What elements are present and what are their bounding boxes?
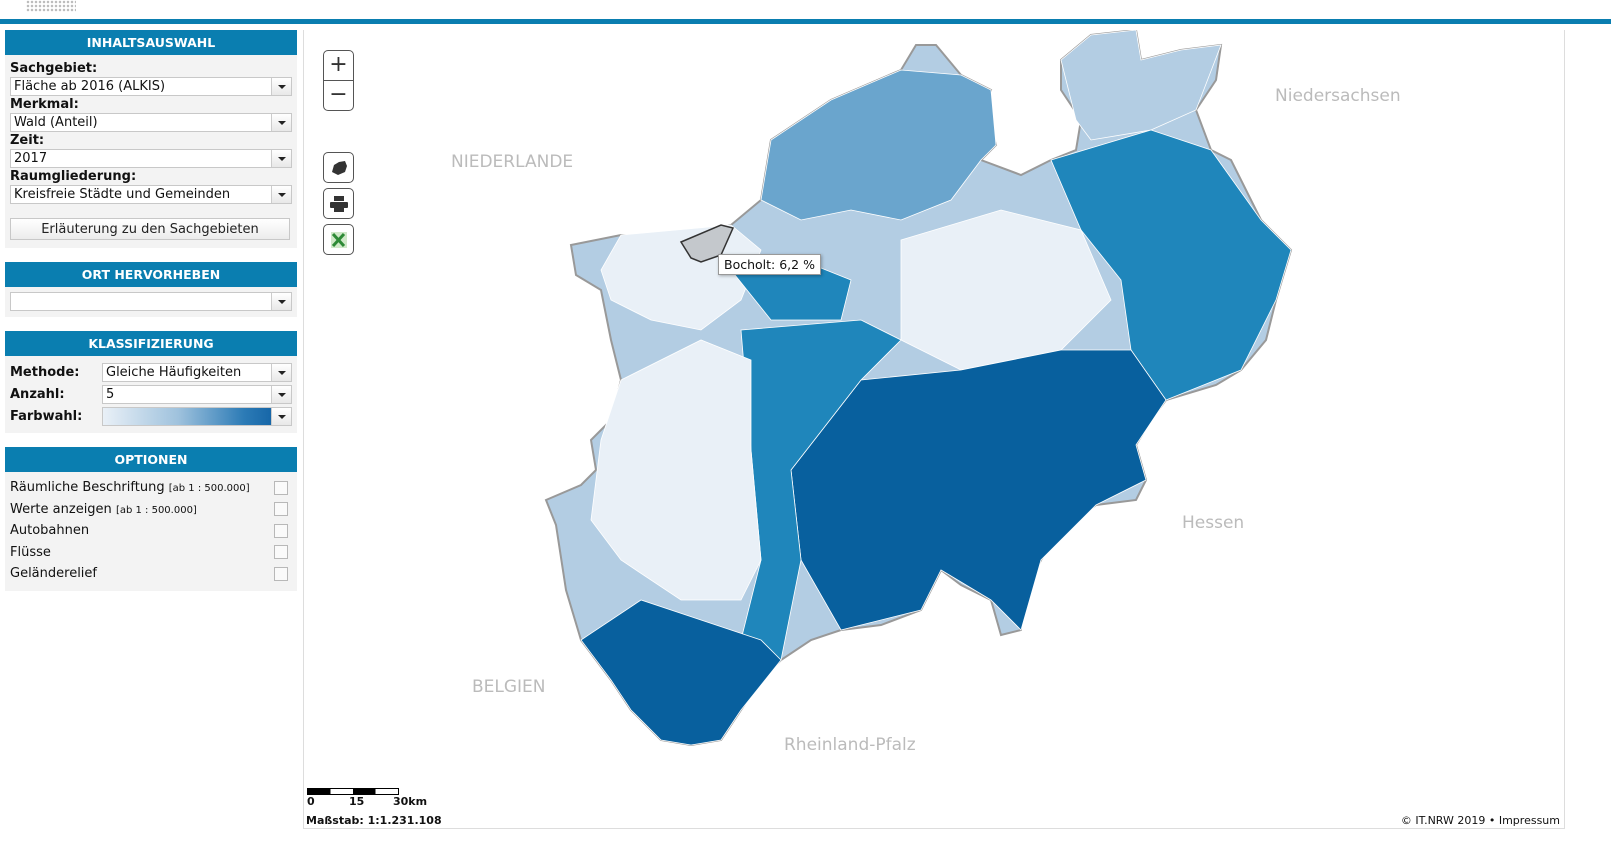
panel-klassifizierung: KLASSIFIZIERUNG Methode: Gleiche Häufigke…: [5, 331, 297, 433]
chevron-down-icon[interactable]: [271, 363, 291, 381]
region-eifel[interactable]: [580, 599, 782, 746]
scale-text: Maßstab: 1:1.231.108: [306, 814, 442, 827]
option-checkbox[interactable]: [274, 523, 288, 538]
region-north[interactable]: [760, 69, 997, 221]
choropleth-map[interactable]: [304, 30, 1566, 829]
panel-title: OPTIONEN: [5, 447, 297, 472]
chevron-down-icon[interactable]: [271, 385, 291, 403]
chevron-down-icon[interactable]: [271, 150, 291, 167]
methode-select[interactable]: Gleiche Häufigkeiten: [102, 362, 292, 382]
option-checkbox[interactable]: [274, 502, 288, 517]
option-label: Geländerelief: [10, 566, 97, 582]
farbwahl-select[interactable]: [102, 406, 292, 426]
methode-value: Gleiche Häufigkeiten: [106, 364, 242, 380]
logo: [26, 0, 76, 12]
region-minden[interactable]: [1060, 30, 1222, 141]
erlaeuterung-button[interactable]: Erläuterung zu den Sachgebieten: [10, 218, 290, 240]
option-0: Räumliche Beschriftung [ab 1 : 500.000]: [10, 477, 292, 499]
ort-select[interactable]: [10, 292, 292, 311]
panel-inhaltsauswahl: INHALTSAUSWAHL Sachgebiet: Fläche ab 201…: [5, 30, 297, 248]
option-3: Flüsse: [10, 542, 292, 564]
region-niederrhein[interactable]: [590, 339, 762, 601]
panel-title: ORT HERVORHEBEN: [5, 262, 297, 287]
panel-title: KLASSIFIZIERUNG: [5, 331, 297, 356]
raumgliederung-select[interactable]: Kreisfreie Städte und Gemeinden: [10, 185, 292, 204]
merkmal-label: Merkmal:: [10, 97, 79, 112]
scale-tick: 30km: [393, 795, 428, 808]
chevron-down-icon[interactable]: [271, 78, 291, 95]
region-soest[interactable]: [900, 209, 1112, 371]
region-ostwestfalen[interactable]: [1050, 129, 1292, 401]
region-sauerland[interactable]: [790, 349, 1167, 631]
label-niedersachsen: Niedersachsen: [1275, 86, 1401, 106]
zoom-out-button[interactable]: −: [329, 81, 348, 107]
option-label: Autobahnen: [10, 523, 90, 539]
zeit-label: Zeit:: [10, 133, 45, 148]
chevron-down-icon[interactable]: [271, 293, 291, 310]
option-label: Flüsse: [10, 544, 51, 560]
sidebar: INHALTSAUSWAHL Sachgebiet: Fläche ab 201…: [5, 30, 297, 605]
anzahl-value: 5: [106, 386, 115, 402]
sachgebiet-label: Sachgebiet:: [10, 61, 98, 76]
excel-export-button[interactable]: [323, 224, 354, 255]
raumgliederung-label: Raumgliederung:: [10, 169, 137, 184]
map-tooltip: Bocholt: 6,2 %: [718, 254, 821, 275]
option-checkbox[interactable]: [274, 566, 288, 581]
anzahl-select[interactable]: 5: [102, 384, 292, 404]
sachgebiet-value: Fläche ab 2016 (ALKIS): [14, 79, 166, 94]
option-label: Räumliche Beschriftung [ab 1 : 500.000]: [10, 480, 250, 496]
panel-optionen: OPTIONEN Räumliche Beschriftung [ab 1 : …: [5, 447, 297, 591]
nrw-shape-icon: [331, 160, 347, 175]
zoom-control: + −: [323, 50, 354, 111]
raumgliederung-value: Kreisfreie Städte und Gemeinden: [14, 187, 231, 202]
merkmal-select[interactable]: Wald (Anteil): [10, 113, 292, 132]
header-accent-bar: [0, 19, 1611, 24]
chevron-down-icon[interactable]: [271, 186, 291, 203]
scale-tick: 15: [349, 795, 365, 808]
print-button[interactable]: [323, 188, 354, 219]
label-hessen: Hessen: [1182, 513, 1245, 533]
option-checkbox[interactable]: [274, 545, 288, 560]
copyright-link[interactable]: © IT.NRW 2019 • Impressum: [1400, 814, 1560, 827]
zoom-in-button[interactable]: +: [324, 51, 353, 81]
chevron-down-icon[interactable]: [271, 407, 291, 425]
farbwahl-label: Farbwahl:: [10, 408, 83, 424]
panel-title: INHALTSAUSWAHL: [5, 30, 297, 55]
zeit-value: 2017: [14, 151, 48, 166]
map-view[interactable]: + − NIEDERLANDE Niedersachsen Hessen BEL…: [303, 30, 1565, 829]
methode-label: Methode:: [10, 364, 80, 380]
merkmal-value: Wald (Anteil): [14, 115, 98, 130]
sachgebiet-select[interactable]: Fläche ab 2016 (ALKIS): [10, 77, 292, 96]
print-icon: [329, 195, 348, 212]
label-rheinland-pfalz: Rheinland-Pfalz: [784, 735, 916, 755]
chevron-down-icon[interactable]: [271, 114, 291, 131]
full-extent-button[interactable]: [323, 152, 354, 183]
option-1: Werte anzeigen [ab 1 : 500.000]: [10, 499, 292, 521]
scale-bar: 0 15 30km: [307, 788, 437, 808]
option-4: Geländerelief: [10, 563, 292, 585]
option-label: Werte anzeigen [ab 1 : 500.000]: [10, 501, 197, 517]
option-2: Autobahnen: [10, 520, 292, 542]
label-belgien: BELGIEN: [472, 677, 546, 697]
zeit-select[interactable]: 2017: [10, 149, 292, 168]
option-checkbox[interactable]: [274, 480, 288, 495]
scale-tick: 0: [307, 795, 315, 808]
header: [0, 0, 1611, 19]
excel-icon: [330, 231, 347, 248]
panel-ort-hervorheben: ORT HERVORHEBEN: [5, 262, 297, 317]
anzahl-label: Anzahl:: [10, 386, 65, 402]
label-niederlande: NIEDERLANDE: [451, 152, 574, 172]
